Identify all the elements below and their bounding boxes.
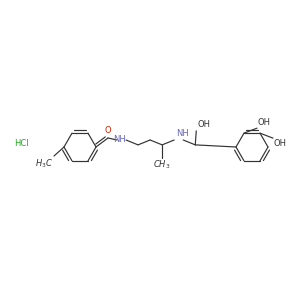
Text: OH: OH — [274, 139, 287, 148]
Text: O: O — [105, 126, 111, 135]
Text: NH: NH — [114, 134, 126, 143]
Text: $CH_3$: $CH_3$ — [153, 159, 171, 171]
Text: NH: NH — [176, 129, 189, 138]
Text: HCl: HCl — [14, 139, 28, 148]
Text: $H_3C$: $H_3C$ — [35, 157, 53, 169]
Text: OH: OH — [197, 120, 210, 129]
Text: OH: OH — [258, 118, 271, 127]
